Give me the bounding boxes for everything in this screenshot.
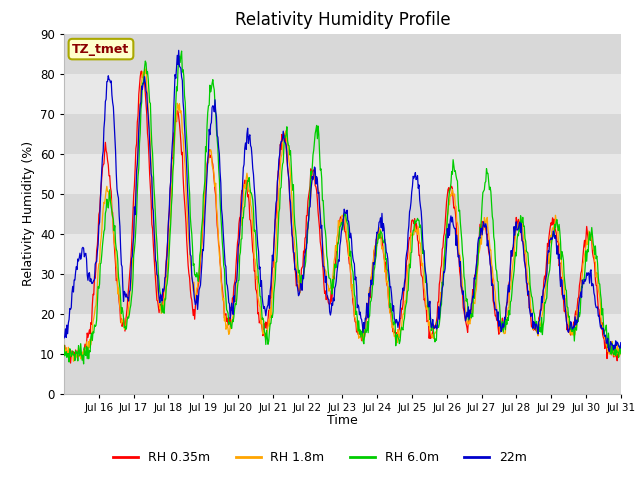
Text: TZ_tmet: TZ_tmet	[72, 43, 130, 56]
Y-axis label: Relativity Humidity (%): Relativity Humidity (%)	[22, 141, 35, 286]
Title: Relativity Humidity Profile: Relativity Humidity Profile	[235, 11, 450, 29]
Bar	[64, 73, 621, 114]
Bar	[64, 154, 621, 193]
Bar	[64, 354, 621, 394]
Bar	[64, 313, 621, 354]
X-axis label: Time: Time	[327, 414, 358, 427]
Bar	[64, 274, 621, 313]
Bar	[64, 114, 621, 154]
Bar	[64, 34, 621, 73]
Bar	[64, 193, 621, 234]
Bar	[64, 234, 621, 274]
Legend: RH 0.35m, RH 1.8m, RH 6.0m, 22m: RH 0.35m, RH 1.8m, RH 6.0m, 22m	[108, 446, 532, 469]
